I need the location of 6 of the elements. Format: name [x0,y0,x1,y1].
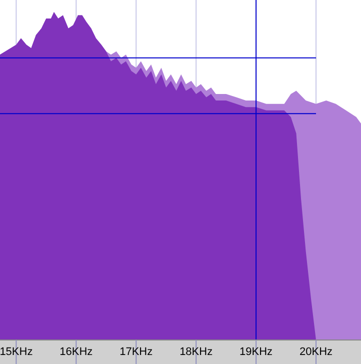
x-tick-label: 16KHz [60,346,93,358]
x-tick-label: 20KHz [300,346,333,358]
x-tick-label: 15KHz [0,346,33,358]
x-tick-label: 18KHz [180,346,213,358]
x-tick-label: 19KHz [240,346,273,358]
x-tick-label: 17KHz [120,346,153,358]
